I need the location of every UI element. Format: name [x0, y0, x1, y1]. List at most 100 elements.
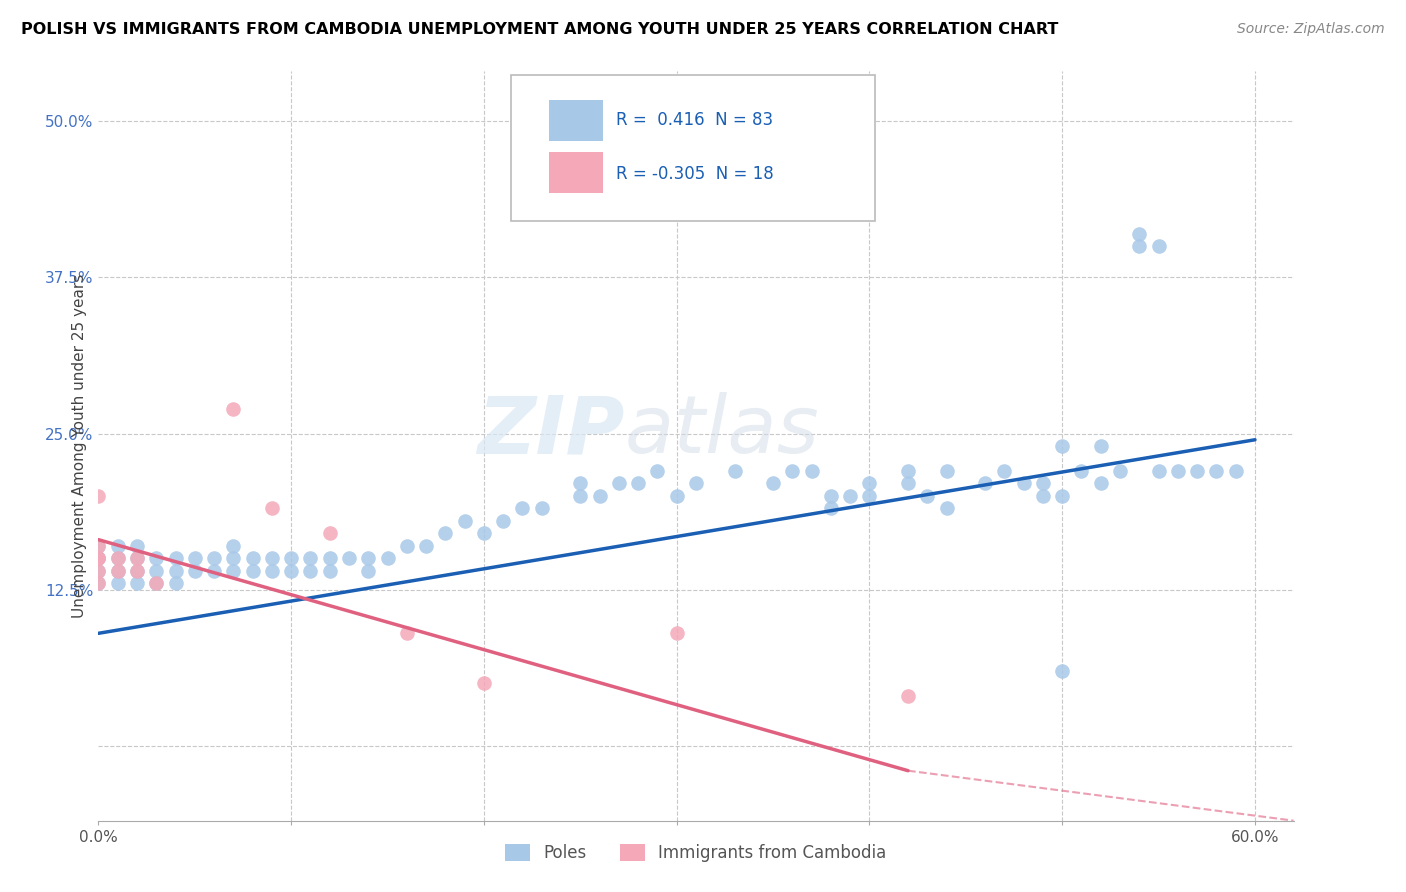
Point [184, 551, 207, 566]
Point [87, 551, 110, 566]
Text: ZIP: ZIP [477, 392, 624, 470]
Point [280, 564, 302, 578]
Point [472, 526, 495, 541]
Point [723, 464, 745, 478]
Text: POLISH VS IMMIGRANTS FROM CAMBODIA UNEMPLOYMENT AMONG YOUTH UNDER 25 YEARS CORRE: POLISH VS IMMIGRANTS FROM CAMBODIA UNEMP… [21, 22, 1059, 37]
Point [107, 539, 129, 553]
Point [1050, 489, 1073, 503]
Point [1050, 439, 1073, 453]
Point [627, 476, 650, 491]
Y-axis label: Unemployment Among Youth under 25 years: Unemployment Among Youth under 25 years [72, 274, 87, 618]
Point [357, 564, 380, 578]
Point [107, 551, 129, 566]
Point [858, 476, 880, 491]
Point [800, 464, 823, 478]
Point [145, 576, 167, 591]
Point [897, 464, 920, 478]
Point [1109, 464, 1132, 478]
Point [377, 551, 399, 566]
Point [260, 501, 283, 516]
Point [222, 401, 245, 416]
Point [184, 564, 207, 578]
Text: Source: ZipAtlas.com: Source: ZipAtlas.com [1237, 22, 1385, 37]
Point [665, 489, 688, 503]
Point [222, 551, 245, 566]
Point [260, 551, 283, 566]
Point [472, 676, 495, 690]
Point [107, 564, 129, 578]
Point [434, 526, 457, 541]
Point [1032, 489, 1054, 503]
Point [1147, 239, 1170, 253]
FancyBboxPatch shape [510, 75, 875, 221]
Point [395, 539, 418, 553]
Point [145, 576, 167, 591]
Point [222, 539, 245, 553]
Text: atlas: atlas [624, 392, 820, 470]
Point [453, 514, 475, 528]
FancyBboxPatch shape [548, 100, 603, 141]
Point [897, 689, 920, 703]
Point [762, 476, 785, 491]
Point [87, 539, 110, 553]
Point [87, 564, 110, 578]
Point [395, 626, 418, 640]
Point [1012, 476, 1035, 491]
Point [1128, 239, 1150, 253]
Point [1147, 464, 1170, 478]
Point [839, 489, 862, 503]
Point [107, 576, 129, 591]
Point [125, 551, 148, 566]
Point [685, 476, 707, 491]
Point [125, 564, 148, 578]
Point [415, 539, 437, 553]
Point [1225, 464, 1247, 478]
Point [530, 501, 553, 516]
Point [125, 551, 148, 566]
Point [165, 564, 187, 578]
Point [665, 626, 688, 640]
Point [319, 564, 342, 578]
Point [820, 501, 842, 516]
Point [107, 564, 129, 578]
Point [87, 576, 110, 591]
Point [782, 464, 804, 478]
Point [87, 564, 110, 578]
Point [107, 551, 129, 566]
Point [1167, 464, 1189, 478]
Point [1128, 227, 1150, 241]
Point [647, 464, 669, 478]
Point [125, 564, 148, 578]
Point [974, 476, 997, 491]
Point [260, 564, 283, 578]
FancyBboxPatch shape [548, 153, 603, 194]
Point [569, 476, 592, 491]
Point [87, 539, 110, 553]
Point [125, 539, 148, 553]
Point [1070, 464, 1092, 478]
Point [820, 489, 842, 503]
Point [993, 464, 1015, 478]
Point [145, 551, 167, 566]
Point [1090, 439, 1112, 453]
Point [858, 489, 880, 503]
Point [242, 551, 264, 566]
Point [319, 551, 342, 566]
Point [1050, 664, 1073, 678]
Point [588, 489, 610, 503]
Legend: Poles, Immigrants from Cambodia: Poles, Immigrants from Cambodia [499, 837, 893, 869]
Point [87, 576, 110, 591]
Point [165, 576, 187, 591]
Point [165, 551, 187, 566]
Point [897, 476, 920, 491]
Point [280, 551, 302, 566]
Point [569, 489, 592, 503]
Point [935, 501, 957, 516]
Point [125, 576, 148, 591]
Point [492, 514, 515, 528]
Point [202, 551, 225, 566]
Point [299, 564, 322, 578]
Text: R =  0.416  N = 83: R = 0.416 N = 83 [616, 112, 773, 129]
Point [319, 526, 342, 541]
Point [1185, 464, 1208, 478]
